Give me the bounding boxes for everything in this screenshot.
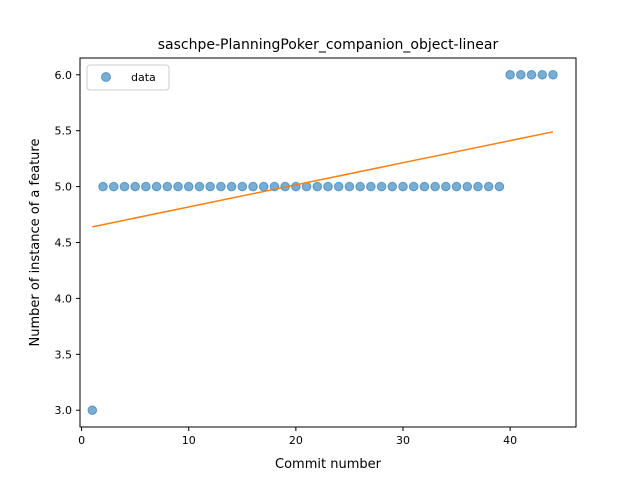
data-point	[516, 69, 526, 80]
data-point	[526, 69, 537, 80]
data-point	[441, 181, 451, 192]
data-point	[323, 181, 333, 192]
legend-marker-data	[101, 72, 111, 82]
y-tick-label: 5.0	[55, 181, 73, 194]
data-point	[344, 181, 355, 192]
y-tick-label: 6.0	[55, 69, 73, 82]
data-point	[398, 181, 408, 192]
y-axis-ticks: 3.0 3.5 4.0 4.5 5.0 5.5 6.0	[55, 69, 80, 417]
data-point	[548, 69, 558, 80]
y-tick-label: 4.5	[55, 237, 73, 250]
data-point	[130, 181, 140, 192]
y-tick-label: 3.5	[55, 348, 73, 361]
data-point	[248, 181, 258, 192]
plot-area	[87, 69, 558, 416]
data-point	[355, 181, 365, 192]
y-tick-label: 5.5	[55, 125, 73, 138]
x-axis-label: Commit number	[275, 457, 382, 472]
data-point	[98, 181, 108, 192]
data-point	[430, 181, 440, 192]
data-point	[151, 181, 162, 192]
data-point	[387, 181, 398, 192]
legend-label-data: data	[131, 71, 156, 84]
data-point	[237, 181, 248, 192]
x-tick-label: 0	[78, 434, 85, 447]
y-tick-label: 4.0	[55, 292, 73, 305]
chart-title: saschpe-PlanningPoker_companion_object-l…	[158, 37, 499, 53]
x-axis-ticks: 0 10 20 30 40	[78, 427, 517, 447]
data-point	[505, 69, 515, 80]
data-point	[173, 181, 183, 192]
data-point	[462, 181, 473, 192]
data-point	[108, 181, 119, 192]
legend: data	[86, 64, 170, 91]
y-axis-label: Number of instance of a feature	[28, 139, 43, 347]
data-point	[494, 181, 505, 192]
x-tick-label: 20	[289, 434, 303, 447]
fit-line	[92, 131, 554, 228]
data-point	[366, 181, 376, 192]
data-point	[483, 181, 494, 192]
x-tick-label: 10	[182, 434, 196, 447]
axes-frame	[79, 57, 577, 428]
data-point	[537, 69, 548, 80]
y-tick-label: 3.0	[55, 404, 73, 417]
data-point	[87, 405, 98, 416]
data-point	[216, 181, 226, 192]
legend-box	[86, 64, 170, 91]
x-tick-label: 30	[396, 434, 410, 447]
data-point	[419, 181, 430, 192]
data-point	[183, 181, 194, 192]
data-point	[408, 181, 419, 192]
data-point	[194, 181, 205, 192]
data-point	[333, 181, 344, 192]
x-tick-label: 40	[503, 434, 517, 447]
data-point	[258, 181, 269, 192]
data-point	[376, 181, 387, 192]
data-point	[162, 181, 173, 192]
data-point	[141, 181, 151, 192]
data-point	[119, 181, 130, 192]
data-point	[451, 181, 462, 192]
data-point	[205, 181, 215, 192]
data-point	[226, 181, 237, 192]
data-point	[473, 181, 483, 192]
data-point	[312, 181, 323, 192]
